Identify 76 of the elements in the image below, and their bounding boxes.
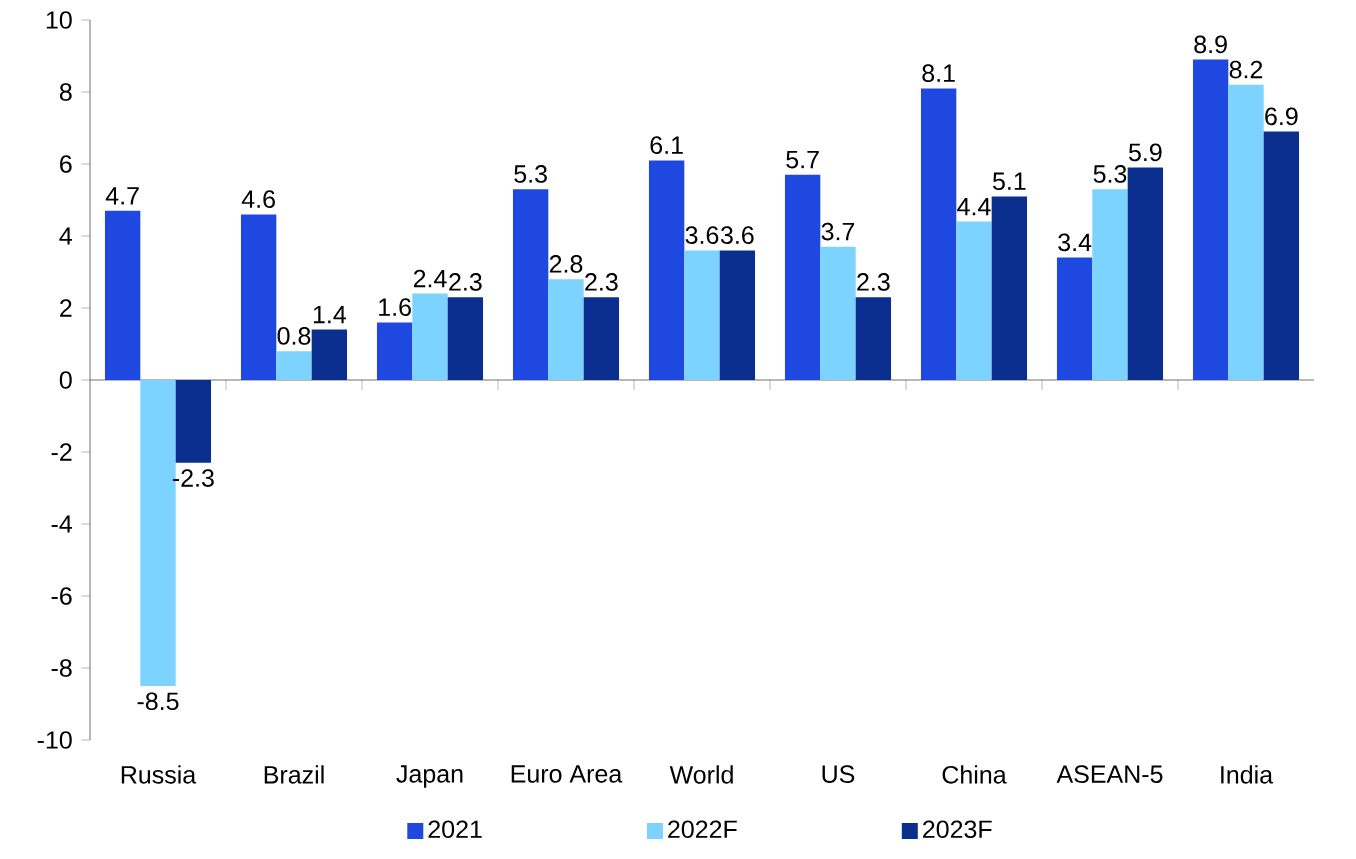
bar — [276, 351, 312, 380]
x-tick-label: Euro Area — [511, 765, 623, 783]
data-label: 5.7 — [786, 150, 819, 169]
data-label: 1.6 — [379, 298, 411, 317]
bar — [684, 250, 720, 380]
legend-label: 2023F — [923, 820, 992, 839]
bar — [1228, 84, 1264, 380]
y-tick-label: 8 — [59, 83, 72, 101]
bar — [784, 174, 821, 380]
data-label: 3.6 — [685, 226, 719, 245]
data-label: 2.3 — [585, 273, 618, 291]
data-label: 5.1 — [992, 172, 1026, 191]
y-tick-label: 0 — [59, 371, 72, 389]
x-tick-label: India — [1221, 765, 1274, 784]
data-label: 2.8 — [549, 255, 583, 273]
data-label: 5.9 — [1128, 143, 1162, 162]
data-label: 4.7 — [105, 187, 139, 205]
bar — [512, 189, 549, 380]
bar — [820, 246, 856, 380]
data-label: 2.3 — [857, 273, 890, 291]
x-tick-label: China — [942, 765, 1007, 784]
legend-label: 2022F — [668, 820, 737, 839]
y-tick-label: -8 — [51, 659, 72, 677]
y-tick-label: 6 — [60, 155, 72, 173]
y-tick-label: -10 — [37, 731, 72, 749]
data-label: 6.9 — [1265, 107, 1298, 126]
data-label: 2.3 — [449, 273, 482, 291]
bar — [991, 196, 1028, 380]
x-tick-label: Japan — [396, 765, 463, 788]
y-tick-label: -2 — [51, 443, 72, 461]
bar — [648, 160, 685, 380]
data-label: 2.4 — [413, 269, 447, 288]
bar — [1092, 189, 1128, 380]
data-label: 4.4 — [957, 198, 991, 216]
bar — [1127, 167, 1164, 380]
data-label: 3.7 — [821, 222, 855, 241]
bar — [412, 293, 448, 380]
y-tick-label: -6 — [51, 587, 72, 605]
x-tick-label: ASEAN-5 — [1056, 765, 1163, 783]
x-tick-label: US — [822, 765, 855, 783]
bar — [1263, 131, 1300, 380]
data-label: 5.3 — [514, 165, 547, 183]
bar — [956, 221, 992, 380]
data-label: -8.5 — [137, 692, 179, 711]
data-label: 6.1 — [650, 136, 683, 155]
data-label: 3.4 — [1058, 233, 1092, 252]
y-tick-label: 2 — [60, 299, 72, 317]
y-tick-label: 4 — [59, 227, 73, 245]
x-tick-label: Russia — [121, 765, 197, 784]
bar — [855, 297, 892, 380]
data-label: 8.1 — [922, 64, 955, 83]
bar — [175, 380, 212, 463]
data-label: 3.6 — [720, 226, 754, 245]
y-tick-label: 10 — [46, 11, 72, 29]
bar — [1192, 59, 1229, 380]
x-tick-label: Brazil — [264, 765, 324, 784]
bar — [1056, 257, 1093, 380]
bar — [583, 297, 620, 380]
data-label: 5.3 — [1093, 165, 1127, 183]
bar — [719, 250, 756, 380]
legend-label: 2021 — [428, 820, 482, 839]
data-label: 8.9 — [1194, 35, 1227, 54]
bar — [104, 210, 141, 380]
data-label: 8.2 — [1229, 60, 1263, 79]
bar — [311, 329, 348, 380]
x-tick-label: World — [669, 765, 733, 784]
bar — [376, 322, 413, 380]
data-label: 4.6 — [241, 190, 275, 209]
bar — [240, 214, 277, 380]
bar — [447, 297, 484, 380]
bar — [920, 88, 957, 380]
data-label: 0.8 — [277, 327, 311, 345]
data-label: 1.4 — [313, 306, 347, 324]
bar — [548, 279, 584, 380]
data-label: -2.3 — [172, 469, 214, 487]
y-tick-label: -4 — [51, 515, 73, 533]
